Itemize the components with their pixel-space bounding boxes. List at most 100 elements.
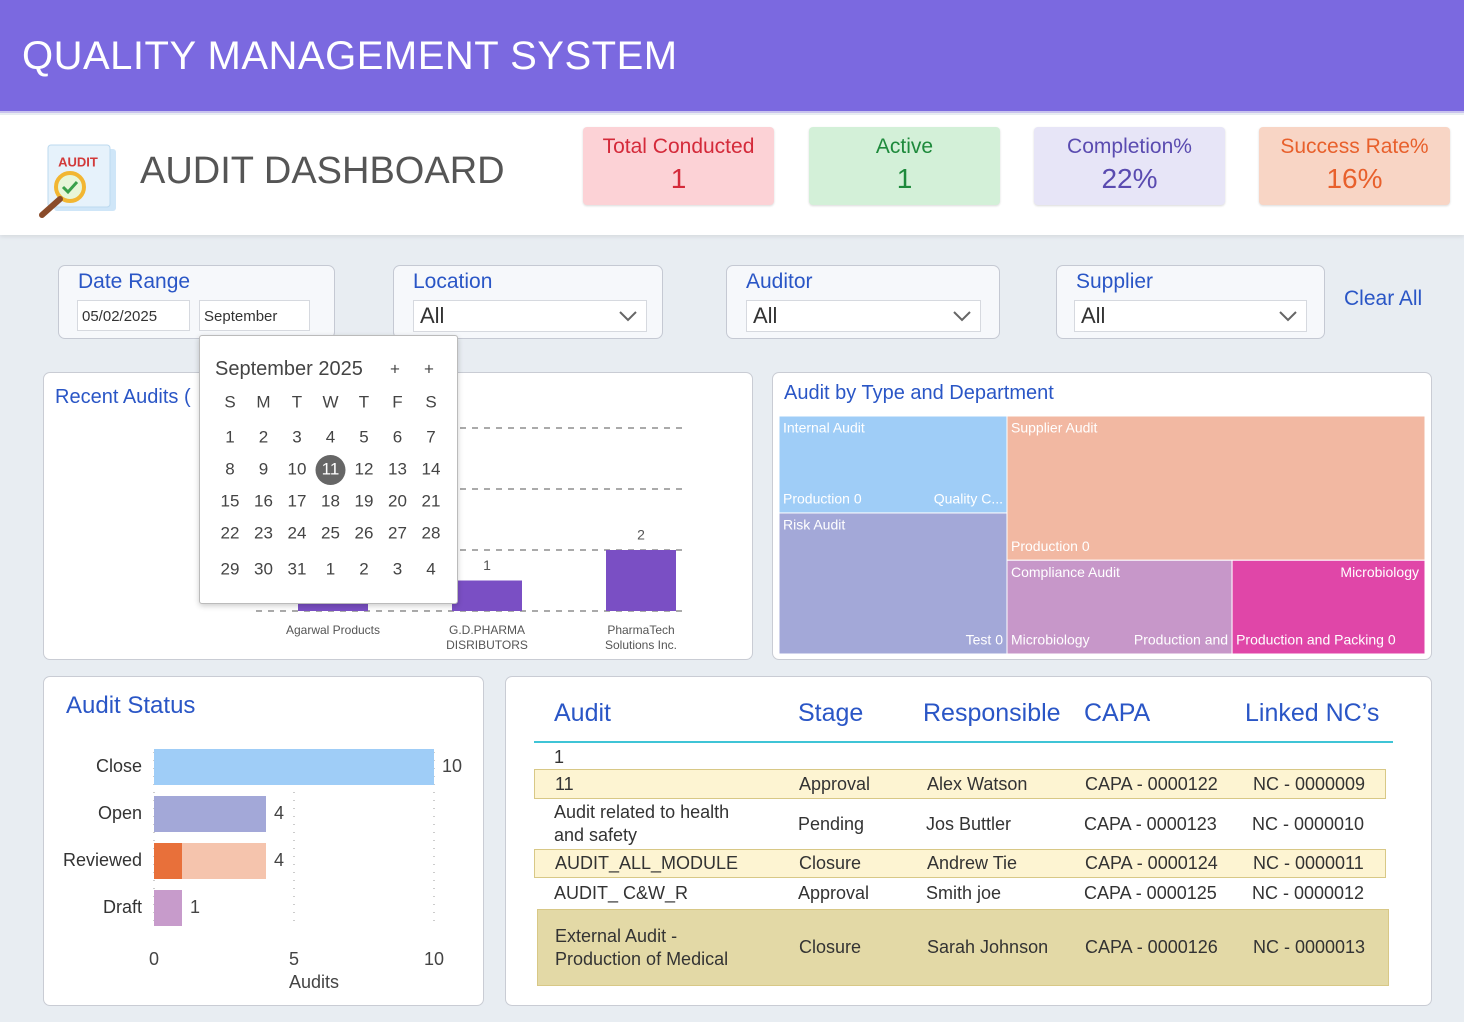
day[interactable]: 15 (221, 491, 240, 510)
day[interactable]: 30 (254, 559, 273, 578)
day[interactable]: 5 (359, 427, 368, 446)
x-tick-label: G.D.PHARMA DISRIBUTORS (446, 623, 528, 652)
table-cell: NC - 0000010 (1252, 813, 1365, 834)
value-label: 4 (274, 850, 284, 870)
supplier-select[interactable]: All (1074, 300, 1307, 332)
day[interactable]: 21 (422, 491, 441, 510)
chevron (1279, 311, 1297, 322)
date-from[interactable]: 05/02/2025 (77, 300, 190, 331)
kpi-card: Total Conducted 1 (583, 127, 774, 205)
bar (154, 890, 182, 926)
date-range-filter: Date Range 05/02/2025 September (58, 265, 335, 339)
day[interactable]: 2 (359, 559, 368, 578)
day[interactable]: 26 (355, 523, 374, 542)
day[interactable]: 27 (388, 523, 407, 542)
table-cell: Closure (799, 937, 862, 957)
nav-button[interactable]: + (390, 359, 400, 378)
table-cell: 11 (555, 773, 574, 794)
day[interactable]: 7 (426, 427, 435, 446)
weekday: M (256, 392, 270, 411)
day[interactable]: 25 (321, 523, 340, 542)
weekday: F (392, 392, 402, 411)
day[interactable]: 4 (426, 559, 435, 578)
day[interactable]: 31 (288, 559, 307, 578)
kpi-value: 1 (670, 163, 687, 194)
day[interactable]: 19 (355, 491, 374, 510)
bar (452, 580, 522, 611)
column-header: CAPA (1084, 699, 1151, 727)
day[interactable]: 23 (254, 523, 273, 542)
day[interactable]: 28 (422, 523, 441, 542)
bar (154, 796, 266, 832)
kpi-label: Total Conducted (602, 135, 755, 158)
table-row[interactable]: External Audit - Production of Medical Cl… (537, 909, 1389, 986)
day[interactable]: 1 (225, 427, 234, 446)
table-row[interactable]: 1 (534, 746, 1386, 769)
day[interactable]: 11 (322, 459, 340, 478)
table-row[interactable]: AUDIT_ C&W_R Approval Smith joe CAPA - 0000… (534, 878, 1386, 909)
clear-all[interactable]: Clear All (1344, 287, 1423, 310)
location-filter: Location All (393, 265, 663, 339)
day[interactable]: 18 (321, 491, 340, 510)
day[interactable]: 4 (326, 427, 335, 446)
day[interactable]: 13 (388, 459, 407, 478)
kpi-label: Completion% (1067, 135, 1192, 158)
day[interactable]: 16 (254, 491, 273, 510)
table-cell: CAPA - 0000125 (1084, 883, 1217, 903)
day[interactable]: 3 (393, 559, 402, 578)
table-cell: NC - 0000012 (1252, 883, 1365, 903)
audit-icon: AUDIT (39, 144, 116, 218)
day[interactable]: 12 (355, 459, 374, 478)
tile-name: Risk Audit (783, 517, 845, 533)
filter-label: Supplier (1076, 270, 1154, 293)
day[interactable]: 24 (288, 523, 307, 542)
app-title: QUALITY MANAGEMENT SYSTEM (22, 34, 678, 78)
day[interactable]: 14 (422, 459, 441, 478)
date-to[interactable]: September (199, 300, 310, 331)
x-tick-label: Agarwal Products (285, 623, 381, 637)
day[interactable]: 10 (288, 459, 307, 478)
table-cell: NC - 0000009 (1253, 773, 1366, 794)
table-cell: Closure (799, 853, 862, 873)
audit-table: Audit Stage Responsible CAPA Linked NC’s… (505, 676, 1432, 1006)
tile-label: Quality C... (934, 491, 1003, 507)
tile (778, 512, 1008, 655)
table-row[interactable]: AUDIT_ALL_MODULE Closure Andrew Tie CAPA - … (534, 849, 1386, 878)
tile-label: Microbiology (1011, 632, 1090, 648)
tile-label: Production 0 (783, 491, 862, 507)
day[interactable]: 6 (393, 427, 402, 446)
value-label: 2 (637, 527, 645, 543)
day[interactable]: 3 (292, 427, 301, 446)
auditor-select[interactable]: All (746, 300, 981, 332)
weekday: S (425, 392, 436, 411)
day[interactable]: 29 (221, 559, 240, 578)
bar (154, 749, 434, 785)
day[interactable]: 9 (259, 459, 268, 478)
location-select[interactable]: All (413, 300, 647, 332)
day[interactable]: 2 (259, 427, 268, 446)
day[interactable]: 20 (388, 491, 407, 510)
weekday: S (224, 392, 235, 411)
table-row[interactable]: Audit related to health and safety Pendin… (534, 799, 1386, 849)
day[interactable]: 22 (221, 523, 240, 542)
tile-name: Compliance Audit (1011, 564, 1120, 580)
kpi-value: 16% (1326, 163, 1383, 194)
bar (606, 550, 676, 611)
filter-label: Date Range (78, 270, 191, 293)
treemap: Internal Audit Production 0 Quality C... Ri… (778, 415, 1426, 655)
day[interactable]: 8 (225, 459, 234, 478)
value-label: 4 (274, 803, 284, 823)
tile-name: Microbiology (1340, 564, 1419, 580)
tile (1231, 559, 1426, 655)
kpi-value: 22% (1101, 163, 1158, 194)
day[interactable]: 1 (326, 559, 335, 578)
day[interactable]: 17 (288, 491, 307, 510)
nav-button[interactable]: + (424, 359, 434, 378)
kpi-card: Completion% 22% (1034, 127, 1225, 205)
kpi-label: Active (875, 135, 934, 158)
kpi-label: Success Rate% (1280, 135, 1429, 158)
column-header: Responsible (923, 699, 1061, 727)
table-row[interactable]: 11 Approval Alex Watson CAPA - 0000122 NC - … (534, 769, 1386, 799)
auditor-filter: Auditor All (726, 265, 1000, 339)
